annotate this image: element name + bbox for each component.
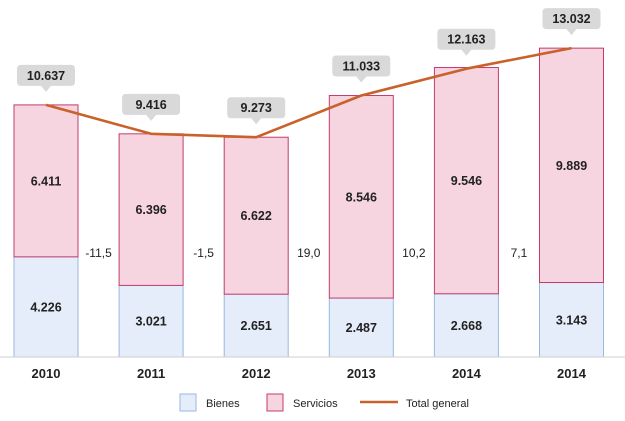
total-label-4: 12.163 <box>447 33 485 47</box>
total-label-2: 9.273 <box>241 101 272 115</box>
total-callout-3: 11.033 <box>332 55 391 83</box>
callout-bubble-2 <box>227 97 286 125</box>
label-servicios-2: 6.622 <box>241 209 272 223</box>
label-bienes-5: 3.143 <box>556 313 587 327</box>
change-annotations-layer: -11,5 -1,5 19,0 10,2 7,1 <box>85 246 527 260</box>
bar-servicios-3 <box>328 95 394 299</box>
callout-bubble-4 <box>437 28 496 56</box>
label-bienes-2: 2.651 <box>241 319 272 333</box>
total-label-3: 11.033 <box>343 60 381 74</box>
legend-swatch-servicios <box>266 393 284 412</box>
bars-layer <box>13 47 604 358</box>
bar-servicios-2 <box>223 136 289 295</box>
value-labels-layer: 4.226 6.411 3.021 6.396 2.651 6.622 2.487 8.546… <box>30 159 587 335</box>
change-label-4: 7,1 <box>511 246 528 260</box>
callout-bubble-0 <box>17 64 75 92</box>
total-callout-5: 13.032 <box>542 8 601 36</box>
label-servicios-3: 8.546 <box>346 190 377 204</box>
total-label-0: 10.637 <box>27 69 65 83</box>
total-label-5: 13.032 <box>552 12 590 26</box>
label-servicios-1: 6.396 <box>135 203 166 217</box>
legend-label-servicios: Servicios <box>293 398 338 410</box>
callout-bubble-5 <box>542 8 601 36</box>
total-callout-4: 12.163 <box>437 28 496 56</box>
x-tick-1: 2011 <box>137 366 165 381</box>
label-bienes-3: 2.487 <box>346 321 377 335</box>
callout-bubble-3 <box>332 55 391 83</box>
x-tick-2: 2012 <box>242 366 271 381</box>
label-servicios-5: 9.889 <box>556 159 587 173</box>
total-callouts-layer: 10.637 9.416 9.273 11.033 12.163 13.032 <box>17 8 601 125</box>
change-label-1: -1,5 <box>193 246 214 260</box>
x-tick-0: 2010 <box>32 366 61 381</box>
legend: Bienes Servicios Total general <box>179 393 469 412</box>
callout-bubble-1 <box>122 93 181 121</box>
total-line-layer <box>45 46 572 139</box>
total-general-line <box>45 46 572 139</box>
bar-servicios-4 <box>433 67 499 295</box>
x-tick-4: 2014 <box>452 366 482 381</box>
label-servicios-4: 9.546 <box>451 174 482 188</box>
label-bienes-4: 2.668 <box>451 319 482 333</box>
label-servicios-0: 6.411 <box>31 174 62 188</box>
label-bienes-1: 3.021 <box>135 315 166 329</box>
legend-item-total-general: Total general <box>360 398 469 410</box>
total-callout-0: 10.637 <box>17 64 75 92</box>
change-label-3: 10,2 <box>402 246 426 260</box>
label-bienes-0: 4.226 <box>30 300 61 314</box>
legend-item-bienes: Bienes <box>179 393 240 412</box>
x-tick-3: 2013 <box>347 366 376 381</box>
legend-swatch-bienes <box>179 393 197 412</box>
x-tick-5: 2014 <box>557 366 587 381</box>
bar-servicios-5 <box>539 47 604 284</box>
legend-item-servicios: Servicios <box>266 393 338 412</box>
bar-bienes-5 <box>539 282 604 358</box>
bar-servicios-1 <box>118 133 184 286</box>
change-label-2: 19,0 <box>297 246 321 260</box>
bar-servicios-0 <box>13 104 79 258</box>
total-label-1: 9.416 <box>135 98 166 112</box>
total-callout-1: 9.416 <box>122 93 181 121</box>
legend-label-bienes: Bienes <box>206 398 240 410</box>
x-axis-ticks: 2010 2011 2012 2013 2014 2014 <box>32 366 587 381</box>
legend-label-total-general: Total general <box>406 398 469 410</box>
total-callout-2: 9.273 <box>227 97 286 125</box>
change-label-0: -11,5 <box>85 246 112 260</box>
bar-bienes-0 <box>13 256 79 358</box>
